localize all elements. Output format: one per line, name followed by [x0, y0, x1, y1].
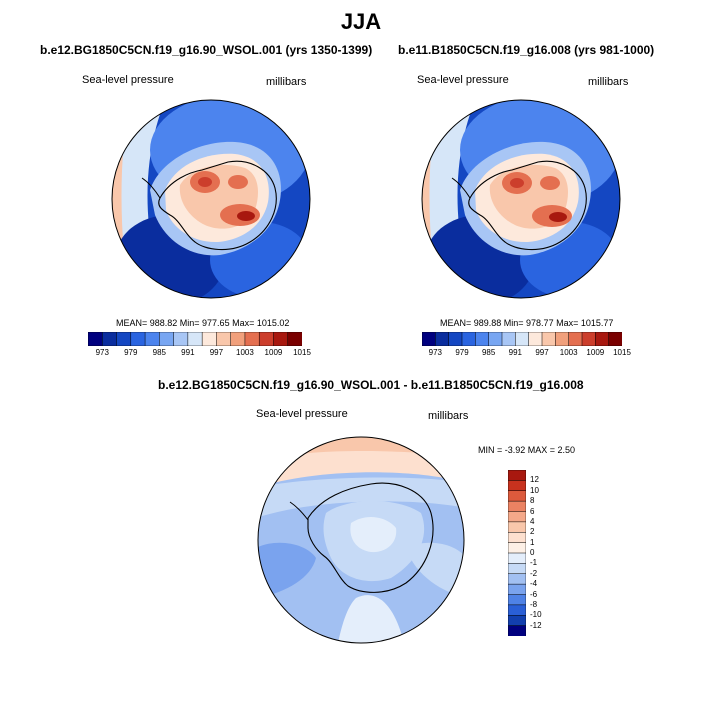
- panel-2-colorbar-swatch: [515, 332, 530, 346]
- panel-1-colorbar-swatch: [216, 332, 232, 346]
- panel-1-colorbar-tick-label: 1003: [236, 348, 254, 357]
- panel-3-colorbar-tick-label: -6: [530, 589, 538, 599]
- panel-2-colorbar-ticks: 973 979 985 991 997 1003 1009 1015: [422, 348, 631, 360]
- panel-3-colorbar-swatch: [508, 625, 526, 636]
- panel-2-colorbar-swatch: [435, 332, 450, 346]
- panel-2-colorbar-swatch: [595, 332, 610, 346]
- panel-1-colorbar-swatch: [187, 332, 203, 346]
- panel-2-colorbar-tick-label: 985: [481, 348, 496, 357]
- panel-1-colorbar-swatch: [173, 332, 189, 346]
- panel-1-map: [111, 99, 311, 299]
- panel-3-colorbar-tick-label: 12: [530, 475, 539, 485]
- panel-3-colorbar-tick-label: -10: [530, 610, 542, 620]
- panel-2-units-label: millibars: [588, 76, 629, 88]
- panel-2-colorbar-swatch: [475, 332, 490, 346]
- panel-2-variable-label: Sea-level pressure: [417, 74, 509, 86]
- panel-3-title: b.e12.BG1850C5CN.f19_g16.90_WSOL.001 - b…: [158, 378, 584, 392]
- panel-2-colorbar-swatch: [528, 332, 543, 346]
- panel-3-colorbar-tick-label: -8: [530, 599, 538, 609]
- panel-2-colorbar-tick-label: 973: [428, 348, 442, 357]
- panel-1-variable-label: Sea-level pressure: [82, 74, 174, 86]
- panel-3-colorbar-swatch: [508, 480, 526, 492]
- panel-1-colorbar-swatch: [287, 332, 302, 346]
- panel-2-colorbar-swatch: [422, 332, 436, 346]
- panel-1-colorbar: [88, 332, 302, 346]
- panel-3-colorbar-tick-label: 0: [530, 548, 535, 557]
- panel-3-colorbar-swatch: [508, 500, 526, 513]
- panel-2-colorbar: [422, 332, 622, 346]
- panel-1-colorbar-swatch: [159, 332, 175, 346]
- panel-2-colorbar-tick-label: 997: [535, 348, 549, 357]
- panel-1-colorbar-swatch: [258, 332, 275, 346]
- panel-2-colorbar-swatch: [461, 332, 476, 346]
- panel-1-colorbar-tick-label: 973: [95, 348, 109, 357]
- panel-2-colorbar-tick-label: 979: [455, 348, 469, 357]
- panel-2-colorbar-swatch: [501, 332, 516, 346]
- panel-3-colorbar-tick-label: 2: [530, 527, 535, 537]
- panel-2-colorbar-tick-label: 1015: [613, 348, 631, 357]
- panel-2-colorbar-swatch: [568, 332, 583, 346]
- panel-1-colorbar-swatch: [244, 332, 260, 346]
- panel-2-colorbar-swatch: [581, 332, 596, 346]
- panel-1-colorbar-tick-label: 985: [152, 348, 166, 357]
- panel-3-colorbar-swatch: [508, 615, 526, 627]
- panel-3-colorbar-swatch: [508, 511, 526, 523]
- panel-2-colorbar-tick-label: 1003: [559, 348, 578, 357]
- panel-3-colorbar-tick-label: 10: [530, 485, 539, 495]
- panel-2-colorbar-swatch: [448, 332, 463, 346]
- panel-1-colorbar-ticks: 973 979 985 991 997 1003 1009 1015: [88, 348, 311, 360]
- panel-3-colorbar-swatch: [508, 521, 526, 533]
- panel-3-colorbar-tick-label: 6: [530, 506, 535, 516]
- panel-3-colorbar-tick-label: -1: [530, 558, 538, 568]
- panel-1-colorbar-swatch: [230, 332, 246, 346]
- panel-1-colorbar-swatch: [273, 332, 289, 346]
- panel-2-map: [421, 99, 621, 299]
- panel-2-colorbar-swatch: [541, 332, 556, 346]
- panel-3-map: [257, 436, 465, 644]
- panel-3-colorbar-tick-label: -2: [530, 568, 538, 578]
- panel-2-colorbar-tick-label: 991: [508, 348, 522, 357]
- panel-3-colorbar: [508, 470, 526, 636]
- panel-3-variable-label: Sea-level pressure: [256, 408, 348, 420]
- panel-3-colorbar-ticks: 12 10 8 6 4 2 1 0 -1 -2 -4 -6 -8 -10 -12: [530, 470, 560, 636]
- panel-1-colorbar-swatch: [88, 332, 103, 346]
- panel-2-stats: MEAN= 989.88 Min= 978.77 Max= 1015.77: [440, 318, 614, 328]
- panel-1-colorbar-swatch: [144, 332, 160, 346]
- panel-3-colorbar-swatch: [508, 532, 526, 544]
- panel-1-stats: MEAN= 988.82 Min= 977.65 Max= 1015.02: [116, 318, 290, 328]
- panel-1-title: b.e12.BG1850C5CN.f19_g16.90_WSOL.001 (yr…: [40, 43, 373, 57]
- panel-1-colorbar-tick-label: 997: [209, 348, 224, 357]
- panel-3-colorbar-swatch: [508, 594, 526, 606]
- panel-3-colorbar-tick-label: 8: [530, 496, 535, 506]
- panel-2-colorbar-swatch: [608, 332, 622, 346]
- panel-3-colorbar-swatch: [508, 552, 526, 564]
- panel-1-colorbar-tick-label: 979: [124, 348, 138, 357]
- panel-1-units-label: millibars: [266, 76, 307, 88]
- panel-1-colorbar-tick-label: 1009: [264, 348, 283, 357]
- panel-1-colorbar-swatch: [201, 332, 217, 346]
- panel-3-colorbar-swatch: [508, 470, 526, 481]
- panel-1-colorbar-swatch: [102, 332, 118, 346]
- panel-3-colorbar-tick-label: -4: [530, 579, 538, 589]
- panel-3-colorbar-tick-label: -12: [530, 620, 542, 630]
- panel-2-title: b.e11.B1850C5CN.f19_g16.008 (yrs 981-100…: [398, 43, 655, 57]
- panel-2-colorbar-swatch: [488, 332, 503, 346]
- panel-1-colorbar-tick-label: 991: [181, 348, 195, 357]
- panel-3-colorbar-tick-label: 1: [530, 537, 535, 547]
- panel-3-colorbar-swatch: [508, 542, 526, 554]
- panel-3-colorbar-swatch: [508, 583, 526, 596]
- panel-2-colorbar-tick-label: 1009: [586, 348, 605, 357]
- panel-2-colorbar-swatch: [555, 332, 570, 346]
- panel-3-colorbar-swatch: [508, 490, 526, 502]
- panel-3-colorbar-swatch: [508, 573, 526, 585]
- panel-3-colorbar-swatch: [508, 563, 526, 575]
- panel-1-colorbar-swatch: [116, 332, 132, 346]
- figure-title: JJA: [340, 9, 382, 34]
- panel-1-colorbar-tick-label: 1015: [293, 348, 311, 357]
- panel-3-units-label: millibars: [428, 410, 469, 422]
- panel-1-colorbar-swatch: [130, 332, 146, 346]
- panel-3-colorbar-tick-label: 4: [530, 516, 535, 526]
- panel-3-stats: MIN = -3.92 MAX = 2.50: [478, 445, 576, 455]
- panel-3-colorbar-swatch: [508, 604, 526, 616]
